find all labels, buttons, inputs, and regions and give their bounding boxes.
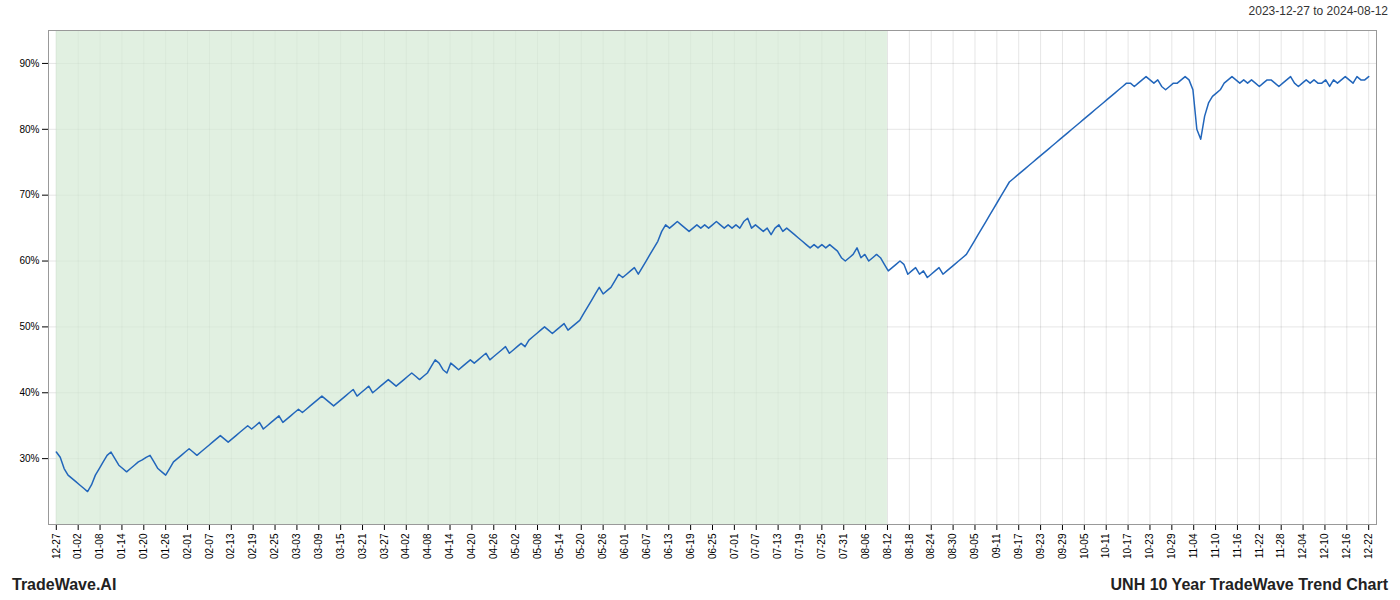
svg-text:06-01: 06-01 xyxy=(619,533,630,559)
svg-text:05-14: 05-14 xyxy=(554,533,565,559)
svg-text:05-26: 05-26 xyxy=(597,533,608,559)
html-text:UNH 10 Year TradeWave Trend Ch: UNH 10 Year TradeWave Trend Chart xyxy=(1110,576,1388,593)
svg-text:01-26: 01-26 xyxy=(160,533,171,559)
svg-text:90%: 90% xyxy=(19,58,39,69)
svg-text:40%: 40% xyxy=(19,387,39,398)
svg-text:02-25: 02-25 xyxy=(269,533,280,559)
svg-text:05-02: 05-02 xyxy=(510,533,521,559)
svg-text:30%: 30% xyxy=(19,453,39,464)
svg-text:07-19: 07-19 xyxy=(794,533,805,559)
svg-text:01-08: 01-08 xyxy=(94,533,105,559)
svg-text:50%: 50% xyxy=(19,321,39,332)
svg-text:06-07: 06-07 xyxy=(641,533,652,559)
svg-text:06-19: 06-19 xyxy=(685,533,696,559)
svg-text:08-06: 08-06 xyxy=(860,533,871,559)
svg-text:04-14: 04-14 xyxy=(444,533,455,559)
svg-text:03-09: 03-09 xyxy=(313,533,324,559)
html-text:2023-12-27 to 2024-08-12: 2023-12-27 to 2024-08-12 xyxy=(1248,4,1388,18)
svg-text:05-08: 05-08 xyxy=(532,533,543,559)
svg-text:11-28: 11-28 xyxy=(1275,533,1286,558)
svg-text:10-11: 10-11 xyxy=(1100,533,1111,558)
svg-text:05-20: 05-20 xyxy=(575,533,586,559)
svg-text:11-10: 11-10 xyxy=(1210,533,1221,558)
svg-text:80%: 80% xyxy=(19,124,39,135)
svg-text:02-13: 02-13 xyxy=(225,533,236,559)
svg-text:10-05: 10-05 xyxy=(1079,533,1090,559)
svg-text:03-15: 03-15 xyxy=(335,533,346,559)
svg-text:10-23: 10-23 xyxy=(1144,533,1155,559)
svg-text:12-16: 12-16 xyxy=(1341,533,1352,559)
svg-text:08-24: 08-24 xyxy=(925,533,936,559)
svg-text:06-13: 06-13 xyxy=(663,533,674,559)
svg-text:02-01: 02-01 xyxy=(182,533,193,559)
svg-text:08-18: 08-18 xyxy=(904,533,915,559)
svg-text:07-13: 07-13 xyxy=(772,533,783,559)
svg-text:04-08: 04-08 xyxy=(422,533,433,559)
svg-text:12-22: 12-22 xyxy=(1363,533,1374,559)
svg-text:12-10: 12-10 xyxy=(1319,533,1330,559)
svg-text:10-17: 10-17 xyxy=(1122,533,1133,559)
svg-text:04-02: 04-02 xyxy=(400,533,411,559)
svg-text:09-23: 09-23 xyxy=(1035,533,1046,559)
svg-text:08-12: 08-12 xyxy=(882,533,893,559)
svg-text:60%: 60% xyxy=(19,255,39,266)
svg-text:03-27: 03-27 xyxy=(379,533,390,559)
svg-text:03-03: 03-03 xyxy=(291,533,302,559)
svg-text:01-20: 01-20 xyxy=(138,533,149,559)
svg-text:02-19: 02-19 xyxy=(247,533,258,559)
svg-text:12-04: 12-04 xyxy=(1297,533,1308,559)
svg-text:11-16: 11-16 xyxy=(1232,533,1243,558)
svg-text:01-02: 01-02 xyxy=(72,533,83,559)
svg-text:06-25: 06-25 xyxy=(707,533,718,559)
svg-text:07-01: 07-01 xyxy=(729,533,740,559)
svg-text:12-27: 12-27 xyxy=(51,533,62,559)
svg-text:09-05: 09-05 xyxy=(969,533,980,559)
svg-text:07-25: 07-25 xyxy=(816,533,827,559)
svg-text:70%: 70% xyxy=(19,189,39,200)
svg-text:09-11: 09-11 xyxy=(991,533,1002,558)
svg-text:04-26: 04-26 xyxy=(488,533,499,559)
html-text:TradeWave.AI: TradeWave.AI xyxy=(12,576,117,593)
svg-text:11-22: 11-22 xyxy=(1254,533,1265,558)
svg-text:11-04: 11-04 xyxy=(1188,533,1199,558)
svg-text:04-20: 04-20 xyxy=(466,533,477,559)
svg-text:03-21: 03-21 xyxy=(357,533,368,559)
svg-text:09-17: 09-17 xyxy=(1013,533,1024,559)
svg-text:02-07: 02-07 xyxy=(204,533,215,559)
svg-text:10-29: 10-29 xyxy=(1166,533,1177,559)
svg-text:09-29: 09-29 xyxy=(1057,533,1068,559)
svg-text:08-30: 08-30 xyxy=(947,533,958,559)
svg-text:07-07: 07-07 xyxy=(750,533,761,559)
svg-text:01-14: 01-14 xyxy=(116,533,127,559)
svg-text:07-31: 07-31 xyxy=(838,533,849,559)
